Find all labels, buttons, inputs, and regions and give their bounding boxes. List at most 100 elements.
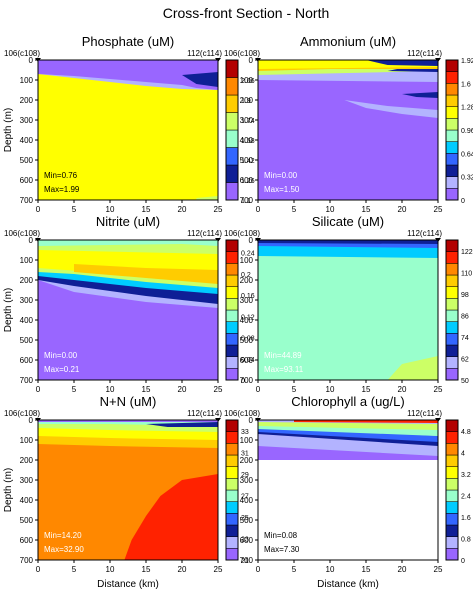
chart6-x-tick-label-10: 10	[326, 565, 335, 574]
chart6-colorbar-segment-7	[445, 478, 459, 491]
chart5-colorbar-label-25: 25	[241, 515, 249, 522]
chart2-colorbar-segment-10	[445, 83, 459, 96]
chart5-y-tick-label-300: 300	[20, 476, 34, 485]
chart5-x-tick-label-0: 0	[36, 565, 41, 574]
chart2-colorbar-segment-11	[445, 71, 459, 84]
chart1-colorbar-label-1.1: 1.1	[241, 198, 251, 205]
chart3-colorbar-segment-4	[225, 333, 239, 346]
chart3-colorbar-label-0: 0	[241, 378, 245, 385]
chart5-x-axis-label: Distance (km)	[97, 579, 159, 590]
chart2-colorbar-segment-1	[445, 188, 459, 201]
chart1-x-tick-label-10: 10	[106, 205, 115, 214]
chart4-colorbar-label-122: 122	[461, 249, 473, 256]
chart5-colorbar-segment-5	[225, 501, 239, 514]
chart6-max-annotation: Max=7.30	[264, 545, 300, 554]
chart6-colorbar-label-2.4: 2.4	[461, 493, 471, 500]
chart3-y-tick-label-300: 300	[20, 296, 34, 305]
chart3-min-annotation: Min=0.00	[44, 351, 78, 360]
chart1-colorbar-segment-7	[225, 77, 239, 96]
chart6-colorbar-segment-8	[445, 466, 459, 479]
chart3-max-annotation: Max=0.21	[44, 365, 80, 374]
chart5-colorbar-label-23: 23	[241, 536, 249, 543]
chart6-contour-band-7	[294, 420, 438, 423]
chart6-title: Chlorophyll a (ug/L)	[291, 394, 404, 409]
chart6-colorbar-segment-1	[445, 548, 459, 561]
chart5-y-tick-label-0: 0	[29, 416, 34, 425]
chart3-colorbar-label-0.16: 0.16	[241, 293, 255, 300]
chart4-colorbar-segment-12	[445, 239, 459, 252]
chart3-colorbar-segment-10	[225, 263, 239, 276]
chart4-x-tick-label-5: 5	[292, 385, 297, 394]
chart6-colorbar-label-0: 0	[461, 558, 465, 565]
chart4-x-tick-label-25: 25	[434, 385, 443, 394]
chart3-x-tick-label-20: 20	[178, 385, 187, 394]
chart4-y-tick-label-300: 300	[240, 296, 254, 305]
chart3-colorbar-segment-6	[225, 309, 239, 322]
chart6-colorbar-segment-3	[445, 524, 459, 537]
chart1-station-right: 112(c114)	[187, 49, 222, 58]
chart4-y-tick-label-400: 400	[240, 316, 254, 325]
chart2-y-tick-label-600: 600	[240, 176, 254, 185]
chart6-station-right: 112(c114)	[407, 409, 442, 418]
chart5-contour-band-6	[146, 422, 218, 427]
chart1-colorbar-segment-5	[225, 112, 239, 131]
chart1-x-tick-label-5: 5	[72, 205, 77, 214]
chart1-colorbar-label-1.58: 1.58	[241, 138, 255, 145]
chart1-station-left: 106(c108)	[4, 49, 40, 58]
chart1-plot-frame	[37, 59, 219, 201]
chart3-y-tick-label-600: 600	[20, 356, 34, 365]
chart4-x-tick-label-10: 10	[326, 385, 335, 394]
chart3-colorbar-label-0.04: 0.04	[241, 357, 255, 364]
chart4-colorbar-segment-3	[445, 344, 459, 357]
chart1-y-tick-label-300: 300	[20, 116, 34, 125]
chart5-colorbar-segment-12	[225, 419, 239, 432]
chart3-colorbar-segment-5	[225, 321, 239, 334]
chart4-y-tick-label-600: 600	[240, 356, 254, 365]
chart1-colorbar-segment-6	[225, 94, 239, 113]
chart5-y-tick-label-600: 600	[20, 536, 34, 545]
chart1-x-tick-label-15: 15	[142, 205, 151, 214]
chart3-y-tick-label-200: 200	[20, 276, 34, 285]
chart5-colorbar-segment-9	[225, 454, 239, 467]
chart2-colorbar-segment-5	[445, 141, 459, 154]
chart6-x-tick-label-15: 15	[362, 565, 371, 574]
chart6-colorbar-segment-2	[445, 536, 459, 549]
chart2-colorbar-label-1.28: 1.28	[461, 105, 473, 112]
chart4-y-tick-label-500: 500	[240, 336, 254, 345]
chart6-x-axis-label: Distance (km)	[317, 579, 379, 590]
figure-title: Cross-front Section - North	[163, 5, 330, 21]
chart4-colorbar-segment-2	[445, 356, 459, 369]
chart2-plot-background	[258, 60, 438, 200]
chart4-max-annotation: Max=93.11	[264, 365, 304, 374]
chart4-station-right: 112(c114)	[407, 229, 442, 238]
chart5-contour-band-1	[124, 474, 218, 560]
chart2-min-annotation: Min=0.00	[264, 171, 298, 180]
chart2-colorbar-segment-6	[445, 129, 459, 142]
chart2-y-tick-label-0: 0	[249, 56, 254, 65]
chart4-colorbar-segment-5	[445, 321, 459, 334]
chart5-y-tick-label-100: 100	[20, 436, 34, 445]
chart2-y-tick-label-100: 100	[240, 76, 254, 85]
chart1-colorbar-frame	[225, 59, 239, 201]
chart1-colorbar-label-1.42: 1.42	[241, 158, 255, 165]
chart4-y-tick-label-200: 200	[240, 276, 254, 285]
chart3-y-tick-label-700: 700	[20, 376, 34, 385]
chart2-x-tick-label-20: 20	[398, 205, 407, 214]
chart5-colorbar-segment-1	[225, 548, 239, 561]
chart3-y-tick-label-100: 100	[20, 256, 34, 265]
chart1-title: Phosphate (uM)	[82, 34, 175, 49]
chart2-max-annotation: Max=1.50	[264, 185, 300, 194]
chart1-max-annotation: Max=1.99	[44, 185, 80, 194]
chart5-x-tick-label-5: 5	[72, 565, 77, 574]
chart6-y-tick-label-0: 0	[249, 416, 254, 425]
chart5-y-tick-label-200: 200	[20, 456, 34, 465]
chart2-colorbar-segment-8	[445, 106, 459, 119]
chart1-colorbar-label-1.9: 1.9	[241, 98, 251, 105]
chart2-colorbar-label-1.92: 1.92	[461, 58, 473, 65]
chart6-x-tick-label-0: 0	[256, 565, 261, 574]
chart3-x-tick-label-25: 25	[214, 385, 223, 394]
chart5-colorbar-segment-11	[225, 431, 239, 444]
chart4-colorbar-segment-10	[445, 263, 459, 276]
chart1-contour-band-2	[196, 196, 218, 200]
chart2-y-tick-label-500: 500	[240, 156, 254, 165]
